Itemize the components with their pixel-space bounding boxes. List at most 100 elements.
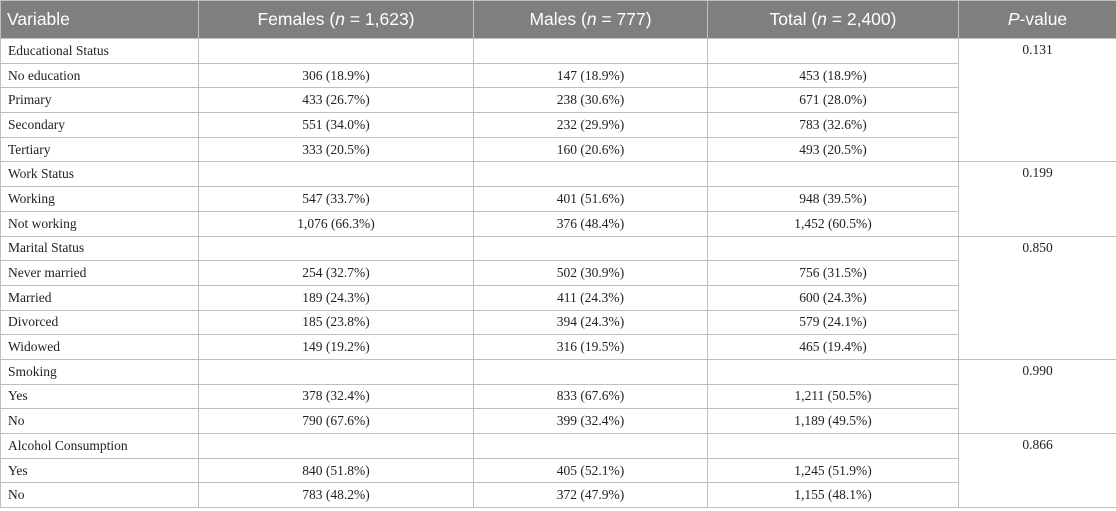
- females-cell: 254 (32.7%): [198, 260, 474, 286]
- males-cell: 147 (18.9%): [473, 62, 708, 89]
- table-row: Never married 254 (32.7%) 502 (30.9%) 756 (…: [0, 260, 1116, 286]
- p-value-cell: 0.990: [958, 358, 1116, 435]
- females-cell: 189 (24.3%): [198, 284, 474, 311]
- males-cell: 232 (29.9%): [473, 112, 708, 138]
- group-row: Smoking 0.990: [0, 358, 1116, 435]
- table-row: Yes 840 (51.8%) 405 (52.1%) 1,245 (51.9%): [0, 457, 1116, 484]
- empty-cell: [473, 235, 708, 262]
- males-cell: 833 (67.6%): [473, 383, 708, 410]
- males-cell: 316 (19.5%): [473, 334, 708, 360]
- females-cell: 149 (19.2%): [198, 334, 474, 360]
- empty-cell: [707, 38, 959, 64]
- total-cell: 783 (32.6%): [707, 112, 959, 138]
- header-males-suffix: = 777): [596, 9, 652, 29]
- total-cell: 465 (19.4%): [707, 334, 959, 360]
- row-label: Secondary: [0, 112, 199, 138]
- header-females-suffix: = 1,623): [344, 9, 415, 29]
- table-row: Married 189 (24.3%) 411 (24.3%) 600 (24.3%): [0, 284, 1116, 311]
- header-total-suffix: = 2,400): [826, 9, 897, 29]
- females-cell: 333 (20.5%): [198, 136, 474, 163]
- females-cell: 547 (33.7%): [198, 186, 474, 212]
- group-row: Work Status 0.199: [0, 161, 1116, 237]
- p-value-cell: 0.131: [958, 37, 1116, 163]
- empty-cell: [707, 235, 959, 262]
- table-header: Variable Females (n = 1,623) Males (n = …: [0, 0, 1116, 39]
- table-row: Tertiary 333 (20.5%) 160 (20.6%) 493 (20.5%…: [0, 136, 1116, 163]
- row-label: Tertiary: [0, 136, 199, 163]
- p-symbol: P: [1007, 9, 1020, 29]
- females-cell: 783 (48.2%): [198, 482, 474, 509]
- row-label: Yes: [0, 383, 199, 410]
- total-cell: 493 (20.5%): [707, 136, 959, 163]
- table-row: Divorced 185 (23.8%) 394 (24.3%) 579 (24.1%…: [0, 309, 1116, 336]
- header-total-prefix: Total (: [769, 9, 818, 29]
- empty-cell: [198, 161, 474, 188]
- total-cell: 756 (31.5%): [707, 260, 959, 286]
- females-cell: 378 (32.4%): [198, 383, 474, 410]
- empty-cell: [473, 38, 708, 64]
- p-value-cell: 0.850: [958, 235, 1116, 360]
- group-row: Marital Status 0.850: [0, 235, 1116, 360]
- header-variable: Variable: [0, 0, 199, 39]
- table-row: No 790 (67.6%) 399 (32.4%) 1,189 (49.5%): [0, 408, 1116, 434]
- group-row: Alcohol Consumption 0.866: [0, 432, 1116, 509]
- total-cell: 600 (24.3%): [707, 284, 959, 311]
- table-row: Secondary 551 (34.0%) 232 (29.9%) 783 (32.6…: [0, 112, 1116, 138]
- total-cell: 1,189 (49.5%): [707, 408, 959, 434]
- empty-cell: [198, 235, 474, 262]
- row-label: Divorced: [0, 309, 199, 336]
- females-cell: 306 (18.9%): [198, 62, 474, 89]
- table-row: No education 306 (18.9%) 147 (18.9%) 453 (1…: [0, 62, 1116, 89]
- n-symbol: n: [586, 9, 597, 29]
- total-cell: 453 (18.9%): [707, 62, 959, 89]
- table-row: No 783 (48.2%) 372 (47.9%) 1,155 (48.1%): [0, 482, 1116, 509]
- table-body: Educational Status 0.131 No education 306 (…: [0, 37, 1116, 509]
- header-p-suffix: -value: [1019, 9, 1068, 29]
- total-cell: 1,245 (51.9%): [707, 457, 959, 484]
- empty-cell: [198, 358, 474, 385]
- males-cell: 238 (30.6%): [473, 87, 708, 114]
- table-row: Yes 378 (32.4%) 833 (67.6%) 1,211 (50.5%): [0, 383, 1116, 410]
- total-cell: 671 (28.0%): [707, 87, 959, 114]
- row-label: Never married: [0, 260, 199, 286]
- table-row: Working 547 (33.7%) 401 (51.6%) 948 (39.5%): [0, 186, 1116, 212]
- females-cell: 1,076 (66.3%): [198, 210, 474, 237]
- empty-cell: [707, 358, 959, 385]
- empty-cell: [473, 161, 708, 188]
- females-cell: 185 (23.8%): [198, 309, 474, 336]
- males-cell: 411 (24.3%): [473, 284, 708, 311]
- group-label: Work Status: [0, 161, 199, 188]
- header-females-prefix: Females (: [257, 9, 336, 29]
- header-females: Females (n = 1,623): [198, 0, 474, 39]
- empty-cell: [473, 358, 708, 385]
- empty-cell: [473, 433, 708, 459]
- header-total: Total (n = 2,400): [707, 0, 959, 39]
- empty-cell: [707, 433, 959, 459]
- header-p-value: P-value: [958, 0, 1116, 39]
- p-value-cell: 0.199: [958, 161, 1116, 237]
- row-label: No education: [0, 62, 199, 89]
- n-symbol: n: [335, 9, 345, 29]
- p-value-cell: 0.866: [958, 432, 1116, 509]
- total-cell: 1,155 (48.1%): [707, 482, 959, 509]
- group-label: Smoking: [0, 358, 199, 385]
- header-row: Variable Females (n = 1,623) Males (n = …: [0, 0, 1116, 39]
- row-label: Married: [0, 284, 199, 311]
- total-cell: 948 (39.5%): [707, 186, 959, 212]
- n-symbol: n: [817, 9, 827, 29]
- females-cell: 840 (51.8%): [198, 457, 474, 484]
- empty-cell: [198, 38, 474, 64]
- group-label: Marital Status: [0, 235, 199, 262]
- total-cell: 1,211 (50.5%): [707, 383, 959, 410]
- females-cell: 551 (34.0%): [198, 112, 474, 138]
- group-row: Educational Status 0.131: [0, 37, 1116, 163]
- males-cell: 502 (30.9%): [473, 260, 708, 286]
- row-label: Not working: [0, 210, 199, 237]
- group-label: Educational Status: [0, 38, 199, 64]
- males-cell: 399 (32.4%): [473, 408, 708, 434]
- group-label: Alcohol Consumption: [0, 433, 199, 459]
- males-cell: 401 (51.6%): [473, 186, 708, 212]
- males-cell: 160 (20.6%): [473, 136, 708, 163]
- row-label: Yes: [0, 457, 199, 484]
